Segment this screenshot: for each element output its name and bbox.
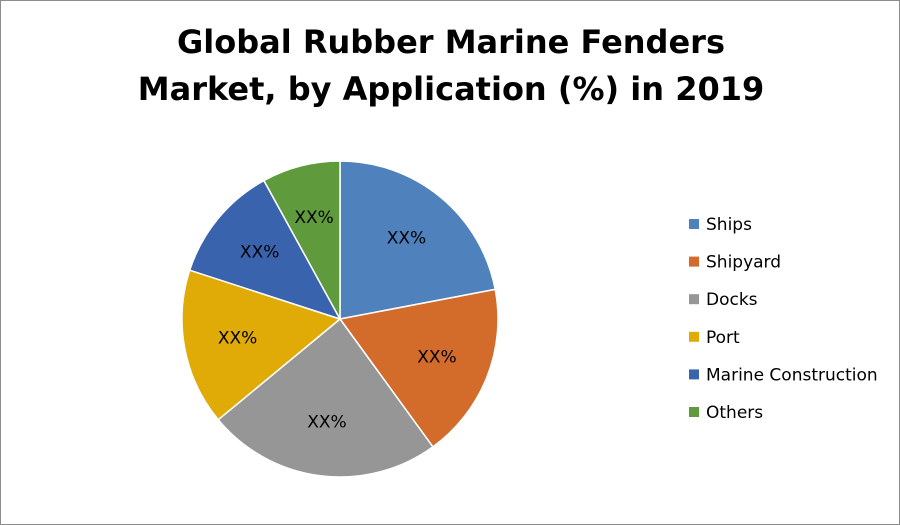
legend-swatch <box>689 294 699 305</box>
legend-swatch <box>689 256 699 267</box>
data-label: XX% <box>307 412 346 432</box>
data-label: XX% <box>240 243 279 263</box>
pie-slice <box>338 288 499 448</box>
legend-swatch <box>689 331 699 342</box>
pie-slice <box>181 269 342 421</box>
legend-label: Ships <box>706 215 752 235</box>
chart-title: Global Rubber Marine Fenders Market, by … <box>137 23 765 108</box>
legend-label: Marine Construction <box>706 365 878 385</box>
pie-slice <box>188 179 342 321</box>
legend-swatch <box>689 369 699 380</box>
legend-swatch <box>689 407 699 417</box>
legend-label: Shipyard <box>706 253 781 273</box>
pie-slice <box>217 317 434 478</box>
data-label: XX% <box>387 229 426 249</box>
data-label: XX% <box>218 329 257 349</box>
data-label: XX% <box>294 208 333 228</box>
data-label: XX% <box>417 347 456 367</box>
pie-slice <box>262 160 341 320</box>
legend-swatch <box>689 219 699 229</box>
pie-slice <box>339 160 497 320</box>
legend-label: Port <box>706 328 740 348</box>
legend-label: Others <box>706 403 763 423</box>
legend-label: Docks <box>706 290 758 310</box>
